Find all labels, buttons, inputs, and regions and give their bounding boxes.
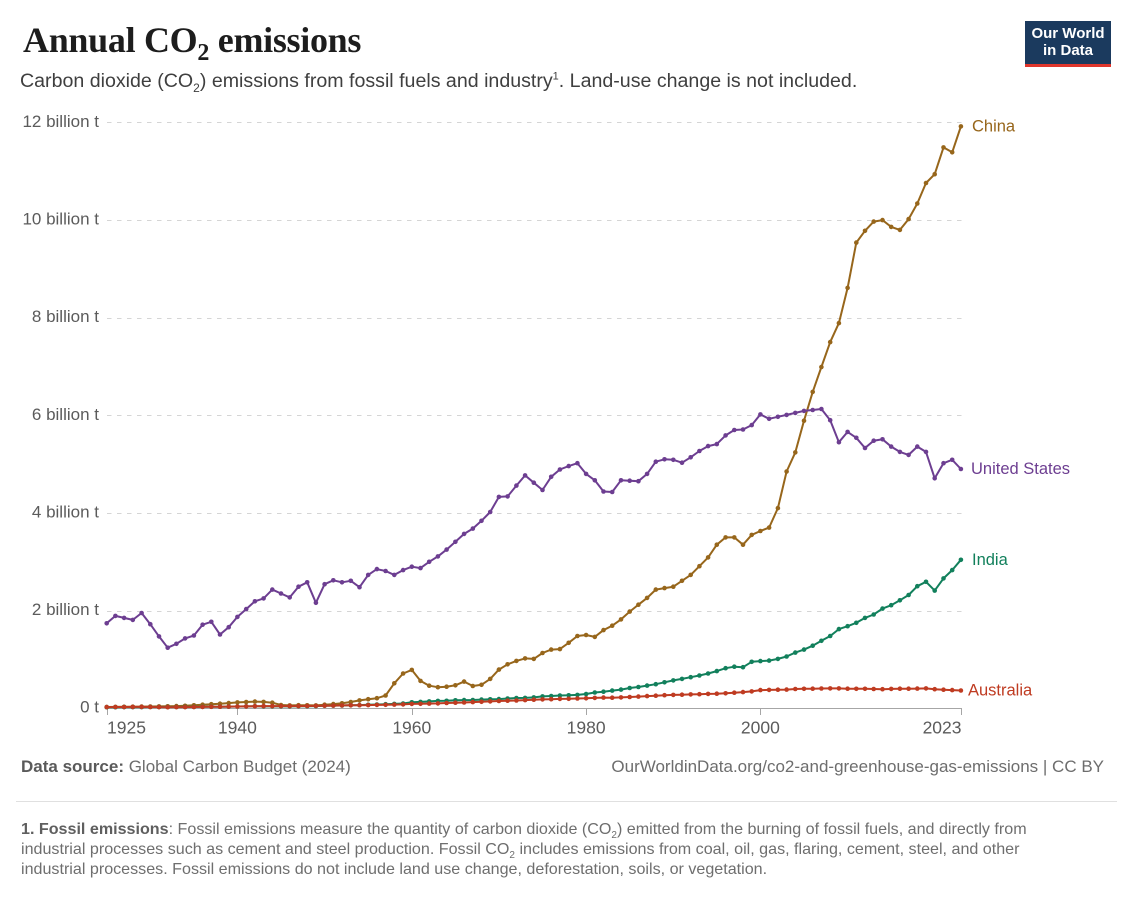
svg-text:8 billion t: 8 billion t [32,307,99,326]
svg-text:0 t: 0 t [80,698,99,717]
svg-text:4 billion t: 4 billion t [32,503,99,522]
svg-text:1980: 1980 [567,718,606,738]
svg-text:6 billion t: 6 billion t [32,405,99,424]
svg-text:1960: 1960 [392,718,431,738]
svg-text:United States: United States [971,460,1070,478]
svg-text:1940: 1940 [218,718,257,738]
svg-text:2023: 2023 [923,718,962,738]
svg-text:Australia: Australia [968,682,1033,700]
svg-text:2 billion t: 2 billion t [32,600,99,619]
svg-text:10 billion t: 10 billion t [22,210,99,229]
svg-text:1925: 1925 [107,718,146,738]
svg-text:12 billion t: 12 billion t [22,112,99,131]
svg-text:2000: 2000 [741,718,780,738]
svg-text:India: India [972,551,1009,569]
svg-text:China: China [972,117,1016,135]
